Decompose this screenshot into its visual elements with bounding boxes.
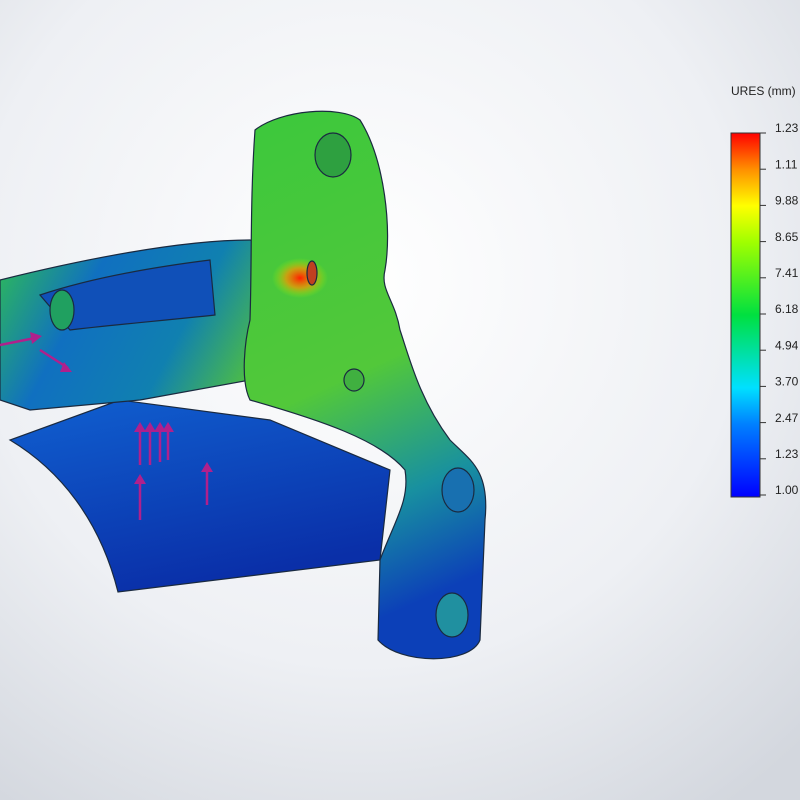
legend-label: 7.41 — [775, 266, 799, 280]
model-hole — [441, 467, 475, 513]
legend: URES (mm) 1.23 1.11 9.88 8.65 7.41 6.18 4.94 3.… — [730, 84, 799, 498]
legend-label: 1.11 — [775, 157, 798, 171]
legend-title: URES (mm) — [731, 84, 796, 98]
load-arrows — [0, 332, 213, 520]
legend-label: 8.65 — [775, 230, 799, 244]
legend-label: 1.23 — [775, 447, 799, 461]
model-web — [8, 399, 391, 593]
legend-label: 1.00 — [775, 483, 799, 497]
legend-label: 6.18 — [775, 302, 799, 316]
legend-labels: 1.23 1.11 9.88 8.65 7.41 6.18 4.94 3.70 2.47 1.23… — [760, 121, 799, 497]
legend-label: 3.70 — [775, 375, 799, 389]
model-hole — [435, 592, 469, 638]
legend-label: 9.88 — [775, 194, 799, 208]
model-bracket — [243, 110, 487, 660]
model-hole — [306, 260, 318, 286]
legend-colorbar — [730, 132, 761, 498]
model-hotspot — [272, 258, 328, 298]
model-hole — [49, 289, 75, 331]
model-hole — [314, 132, 352, 178]
legend-label: 2.47 — [775, 411, 799, 425]
legend-label: 4.94 — [775, 338, 799, 352]
model — [0, 110, 487, 660]
model-pocket — [38, 259, 216, 331]
legend-label: 1.23 — [775, 121, 799, 135]
model-hole — [343, 368, 365, 392]
